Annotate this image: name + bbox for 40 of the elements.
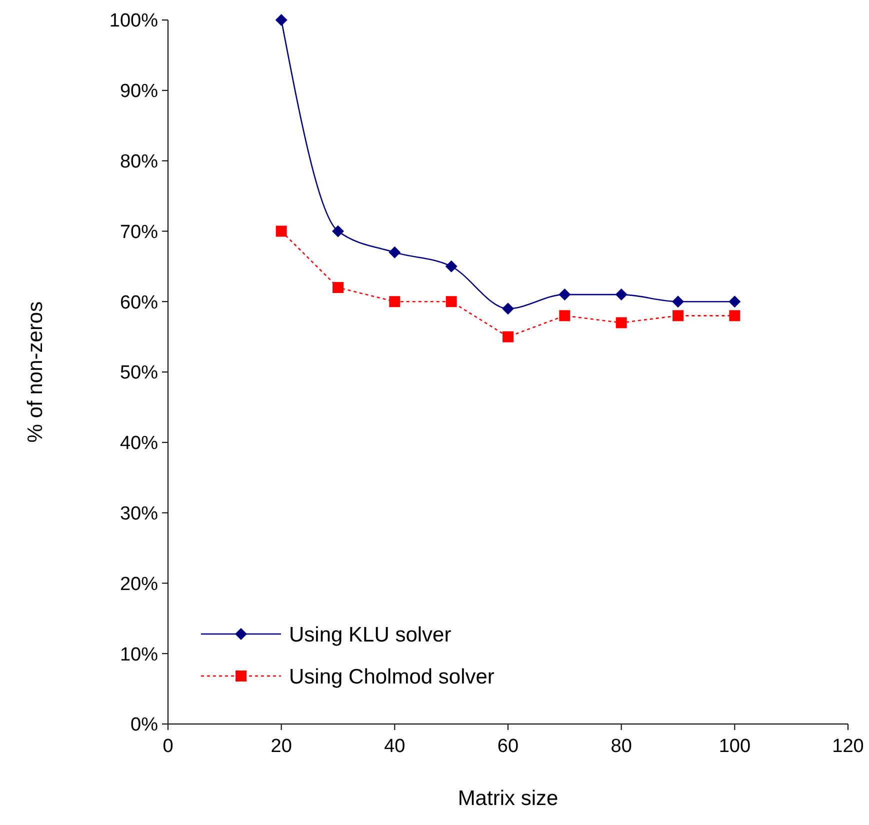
point [616, 317, 627, 328]
point [558, 288, 571, 301]
x-tick-label: 60 [497, 736, 519, 757]
legend-label: Using KLU solver [289, 623, 452, 646]
point [276, 226, 287, 237]
y-tick-label: 100% [109, 10, 158, 32]
point [445, 260, 458, 272]
point [729, 310, 740, 322]
y-tick-label: 70% [120, 222, 158, 243]
y-tick-label: 20% [120, 574, 158, 595]
x-tick-label: 100 [718, 736, 751, 757]
legend-label: Using Cholmod solver [289, 665, 494, 688]
point [388, 246, 401, 258]
x-tick-label: 0 [162, 736, 174, 757]
y-tick-label: 90% [120, 81, 158, 102]
point [502, 302, 514, 315]
x-tick-label: 80 [610, 736, 632, 757]
point [502, 331, 514, 342]
y-tick-label: 0% [130, 714, 158, 736]
point [275, 14, 288, 26]
y-tick-label: 50% [120, 362, 158, 384]
point [728, 296, 741, 308]
x-tick-label: 120 [832, 736, 864, 757]
y-tick-label: 30% [120, 503, 158, 524]
point [559, 310, 570, 322]
x-axis-title: Matrix size [458, 787, 558, 810]
point [615, 288, 628, 301]
point [672, 296, 684, 308]
point [389, 296, 400, 308]
point [446, 296, 457, 308]
y-tick-label: 60% [120, 292, 158, 314]
point [672, 310, 684, 322]
y-tick-label: 80% [120, 151, 158, 172]
y-axis-title: % of non-zeros [24, 301, 47, 443]
x-tick-label: 20 [270, 736, 292, 757]
y-tick-label: 40% [120, 433, 158, 454]
x-tick-label: 40 [384, 736, 406, 757]
point [332, 225, 344, 238]
y-tick-label: 10% [120, 644, 158, 666]
point [332, 282, 344, 294]
